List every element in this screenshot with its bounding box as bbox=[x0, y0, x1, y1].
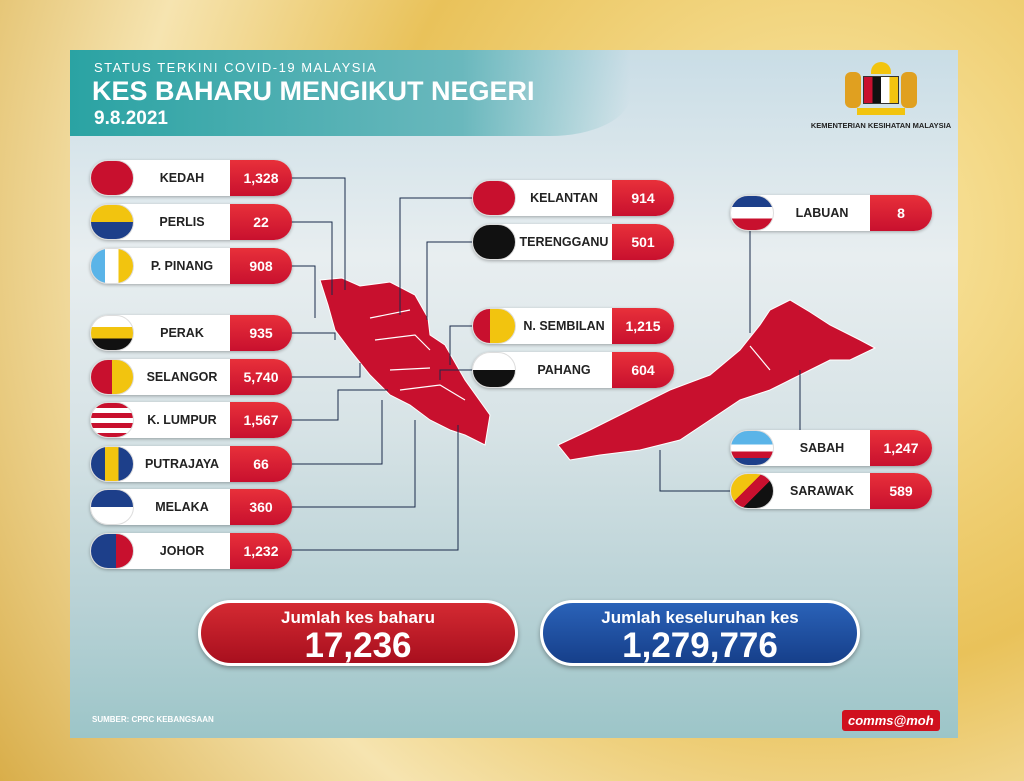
moh-logo: KEMENTERIAN KESIHATAN MALAYSIA bbox=[808, 62, 954, 130]
state-name: SARAWAK bbox=[790, 484, 854, 498]
header-banner: STATUS TERKINI COVID-19 MALAYSIA KES BAH… bbox=[70, 50, 630, 136]
state-sarawak: SARAWAK 589 bbox=[730, 473, 932, 509]
state-name: PERLIS bbox=[159, 215, 205, 229]
flag-selangor-icon bbox=[90, 359, 134, 395]
state-melaka: MELAKA 360 bbox=[90, 489, 292, 525]
malaysia-map bbox=[292, 177, 877, 551]
flag-sarawak-icon bbox=[730, 473, 774, 509]
total-new-cases: Jumlah kes baharu 17,236 bbox=[198, 600, 518, 666]
flag-johor-icon bbox=[90, 533, 134, 569]
state-johor: JOHOR 1,232 bbox=[90, 533, 292, 569]
flag-labuan-icon bbox=[730, 195, 774, 231]
state-name: KEDAH bbox=[159, 171, 205, 185]
state-kelantan: KELANTAN 914 bbox=[472, 180, 674, 216]
state-name: SABAH bbox=[799, 441, 845, 455]
state-cases: 8 bbox=[870, 195, 932, 231]
state-name: KELANTAN bbox=[530, 191, 598, 205]
state-cases: 1,247 bbox=[870, 430, 932, 466]
state-name: PERAK bbox=[160, 326, 204, 340]
state-cases: 1,328 bbox=[230, 160, 292, 196]
state-selangor: SELANGOR 5,740 bbox=[90, 359, 292, 395]
state-cases: 1,567 bbox=[230, 402, 292, 438]
total-cumulative-cases: Jumlah keseluruhan kes 1,279,776 bbox=[540, 600, 860, 666]
state-terengganu: TERENGGANU 501 bbox=[472, 224, 674, 260]
flag-pahang-icon bbox=[472, 352, 516, 388]
state-cases: 935 bbox=[230, 315, 292, 351]
state-cases: 1,232 bbox=[230, 533, 292, 569]
total-new-value: 17,236 bbox=[304, 626, 412, 665]
state-cases: 22 bbox=[230, 204, 292, 240]
state-name: JOHOR bbox=[159, 544, 205, 558]
infographic: STATUS TERKINI COVID-19 MALAYSIA KES BAH… bbox=[70, 50, 958, 738]
state-sabah: SABAH 1,247 bbox=[730, 430, 932, 466]
state-labuan: LABUAN 8 bbox=[730, 195, 932, 231]
state-cases: 360 bbox=[230, 489, 292, 525]
flag-putrajaya-icon bbox=[90, 446, 134, 482]
state-cases: 604 bbox=[612, 352, 674, 388]
state-putrajaya: PUTRAJAYA 66 bbox=[90, 446, 292, 482]
state-name: LABUAN bbox=[795, 206, 849, 220]
flag-sabah-icon bbox=[730, 430, 774, 466]
page-title: KES BAHARU MENGIKUT NEGERI bbox=[92, 76, 535, 106]
flag-terengganu-icon bbox=[472, 224, 516, 260]
state-perak: PERAK 935 bbox=[90, 315, 292, 351]
state-name: PUTRAJAYA bbox=[144, 457, 220, 471]
brand-tag: comms@moh bbox=[842, 710, 940, 731]
report-date: 9.8.2021 bbox=[94, 108, 168, 129]
state-name: N. SEMBILAN bbox=[523, 319, 605, 333]
source-note: SUMBER: CPRC KEBANGSAAN bbox=[92, 715, 214, 724]
total-cumulative-label: Jumlah keseluruhan kes bbox=[601, 608, 799, 627]
state-cases: 589 bbox=[870, 473, 932, 509]
state-name: K. LUMPUR bbox=[147, 413, 217, 427]
state-p-pinang: P. PINANG 908 bbox=[90, 248, 292, 284]
coat-of-arms-icon bbox=[841, 62, 921, 117]
logo-text: KEMENTERIAN KESIHATAN MALAYSIA bbox=[810, 121, 952, 130]
state-kedah: KEDAH 1,328 bbox=[90, 160, 292, 196]
state-pahang: PAHANG 604 bbox=[472, 352, 674, 388]
state-cases: 5,740 bbox=[230, 359, 292, 395]
state-name: P. PINANG bbox=[150, 259, 214, 273]
state-name: SELANGOR bbox=[146, 370, 218, 384]
state-cases: 501 bbox=[612, 224, 674, 260]
state-perlis: PERLIS 22 bbox=[90, 204, 292, 240]
flag-melaka-icon bbox=[90, 489, 134, 525]
state-name: PAHANG bbox=[537, 363, 591, 377]
state-name: MELAKA bbox=[155, 500, 209, 514]
state-n-sembilan: N. SEMBILAN 1,215 bbox=[472, 308, 674, 344]
state-k-lumpur: K. LUMPUR 1,567 bbox=[90, 402, 292, 438]
state-cases: 1,215 bbox=[612, 308, 674, 344]
state-cases: 908 bbox=[230, 248, 292, 284]
state-name: TERENGGANU bbox=[519, 235, 609, 249]
flag-perak-icon bbox=[90, 315, 134, 351]
flag-p-pinang-icon bbox=[90, 248, 134, 284]
flag-kedah-icon bbox=[90, 160, 134, 196]
total-new-label: Jumlah kes baharu bbox=[280, 608, 435, 627]
flag-k-lumpur-icon bbox=[90, 402, 134, 438]
flag-kelantan-icon bbox=[472, 180, 516, 216]
total-cumulative-value: 1,279,776 bbox=[622, 626, 778, 665]
state-cases: 914 bbox=[612, 180, 674, 216]
subtitle: STATUS TERKINI COVID-19 MALAYSIA bbox=[94, 60, 378, 75]
flag-n-sembilan-icon bbox=[472, 308, 516, 344]
flag-perlis-icon bbox=[90, 204, 134, 240]
state-cases: 66 bbox=[230, 446, 292, 482]
